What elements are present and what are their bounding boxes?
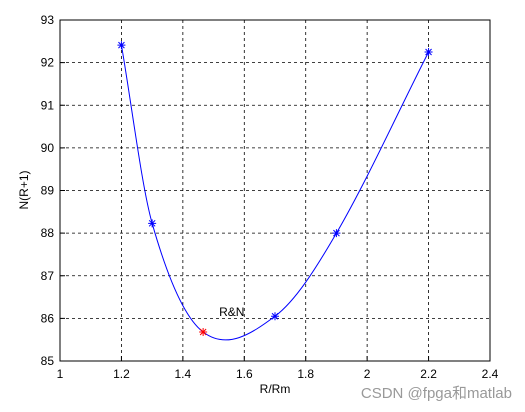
x-tick-label: 2.2 xyxy=(420,367,437,381)
point-marker xyxy=(199,328,208,337)
y-tick-label: 88 xyxy=(41,226,55,240)
x-tick-label: 1.6 xyxy=(236,367,253,381)
y-tick-label: 85 xyxy=(41,354,55,368)
watermark: CSDN @fpga和matlab xyxy=(361,385,512,402)
y-tick-label: 86 xyxy=(41,311,55,325)
point-marker xyxy=(117,41,126,50)
annotation: R&N xyxy=(219,305,244,319)
x-tick-label: 1.8 xyxy=(297,367,314,381)
x-tick-label: 2 xyxy=(364,367,371,381)
x-tick-label: 1.4 xyxy=(175,367,192,381)
y-axis-label: N(R+1) xyxy=(17,170,31,209)
point-marker xyxy=(424,47,433,56)
point-marker xyxy=(148,219,157,228)
point-marker xyxy=(332,229,341,238)
x-tick-label: 1.2 xyxy=(113,367,130,381)
y-tick-label: 90 xyxy=(41,141,55,155)
y-tick-label: 89 xyxy=(41,184,55,198)
point-marker xyxy=(271,312,279,321)
x-tick-label: 1 xyxy=(57,367,64,381)
y-tick-label: 91 xyxy=(41,98,55,112)
line xyxy=(120,45,430,341)
x-axis-label: R/Rm xyxy=(260,382,291,396)
x-tick-label: 2.4 xyxy=(482,367,499,381)
y-tick-label: 93 xyxy=(41,13,55,27)
y-tick-label: 92 xyxy=(41,56,55,70)
plot-area xyxy=(59,19,491,362)
y-tick-label: 87 xyxy=(41,269,55,283)
